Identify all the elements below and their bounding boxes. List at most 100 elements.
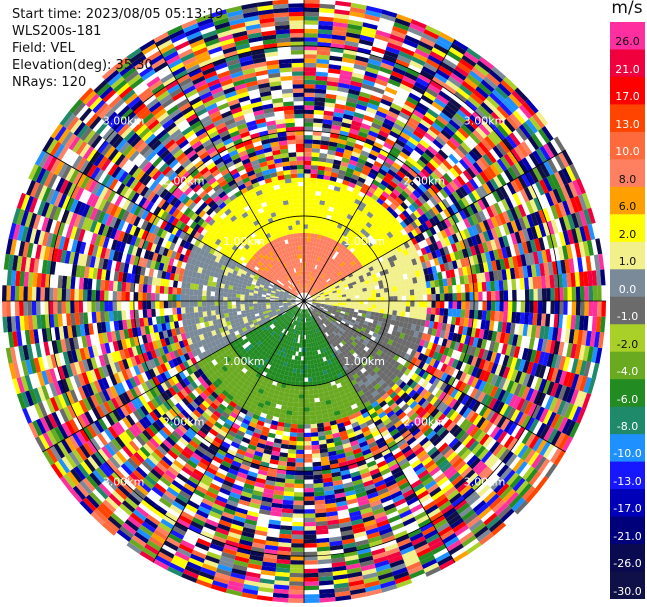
range-gate (331, 167, 340, 174)
range-gate (477, 282, 483, 292)
range-gate (327, 210, 333, 216)
range-gate (350, 303, 355, 307)
range-gate (426, 307, 432, 315)
range-gate (285, 414, 292, 420)
range-gate (462, 155, 473, 168)
range-gate (374, 33, 390, 43)
range-gate (340, 277, 346, 282)
range-gate (465, 301, 470, 310)
range-gate (365, 190, 374, 198)
range-gate (287, 453, 296, 459)
range-gate (341, 157, 350, 164)
range-gate (350, 2, 367, 10)
range-gate (360, 234, 368, 241)
range-gate (306, 258, 309, 263)
range-gate (385, 172, 394, 181)
range-gate (439, 286, 445, 294)
range-gate (292, 526, 304, 531)
range-gate (571, 286, 577, 301)
range-gate (512, 289, 517, 301)
range-gate (308, 254, 312, 259)
range-gate (473, 201, 483, 213)
range-gate (322, 179, 330, 185)
range-gate (597, 285, 602, 301)
range-gate (499, 186, 509, 199)
range-gate (404, 34, 420, 45)
range-gate (176, 473, 189, 483)
range-gate (404, 124, 416, 134)
range-gate (304, 441, 312, 446)
range-gate (474, 63, 489, 77)
range-gate (515, 127, 528, 141)
range-gate (304, 407, 310, 412)
range-gate (340, 268, 346, 274)
range-gate (440, 129, 452, 140)
range-gate (313, 207, 319, 213)
range-gate (417, 73, 432, 84)
range-gate (365, 5, 383, 14)
range-gate (311, 295, 316, 298)
range-gate (308, 211, 314, 217)
range-gate (369, 208, 377, 216)
range-gate (382, 176, 392, 184)
range-gate (308, 203, 315, 208)
range-gate (447, 76, 462, 88)
range-gate (353, 266, 360, 272)
range-gate (419, 69, 434, 80)
range-gate (329, 282, 334, 287)
range-gate (324, 102, 336, 108)
range-gate (350, 80, 363, 88)
range-gate (317, 212, 323, 218)
range-gate (375, 308, 381, 313)
range-gate (305, 267, 308, 272)
range-gate (396, 310, 402, 317)
range-gate (524, 312, 530, 325)
range-gate (511, 278, 517, 291)
range-gate (314, 291, 319, 295)
range-gate (304, 207, 309, 212)
range-gate (363, 294, 368, 298)
range-gate (361, 83, 374, 91)
range-gate (344, 40, 359, 48)
range-gate (304, 572, 319, 578)
range-gate (499, 301, 504, 312)
range-gate (345, 101, 357, 108)
range-gate (97, 433, 108, 446)
range-gate (362, 22, 378, 30)
range-gate (479, 171, 490, 183)
range-gate (341, 256, 347, 262)
range-gate (304, 79, 316, 85)
range-gate (304, 41, 318, 47)
range-gate (507, 151, 518, 165)
range-gate (321, 278, 326, 283)
range-gate (308, 276, 311, 281)
range-gate (313, 487, 324, 493)
range-gate (440, 61, 455, 73)
range-gate (304, 560, 318, 565)
range-gate (355, 219, 362, 226)
range-gate (451, 115, 464, 128)
range-gate (312, 212, 318, 217)
range-gate (313, 289, 317, 293)
velocity-sectors (2, 0, 606, 603)
range-gate (522, 121, 535, 136)
range-gate (399, 166, 409, 176)
range-gate (314, 273, 318, 279)
range-gate (512, 110, 526, 125)
range-gate (396, 231, 404, 239)
range-gate (293, 364, 298, 369)
range-gate (402, 248, 409, 256)
range-gate (482, 168, 494, 181)
range-gate (395, 280, 401, 287)
range-gate (304, 369, 308, 374)
range-gate (561, 150, 574, 166)
range-gate (392, 25, 408, 35)
range-gate (310, 281, 313, 286)
range-gate (375, 29, 391, 39)
range-gate (336, 258, 341, 264)
range-gate (397, 54, 412, 64)
range-gate (316, 238, 321, 244)
range-gate (343, 266, 349, 271)
range-gate (463, 218, 472, 229)
range-gate (314, 88, 327, 94)
